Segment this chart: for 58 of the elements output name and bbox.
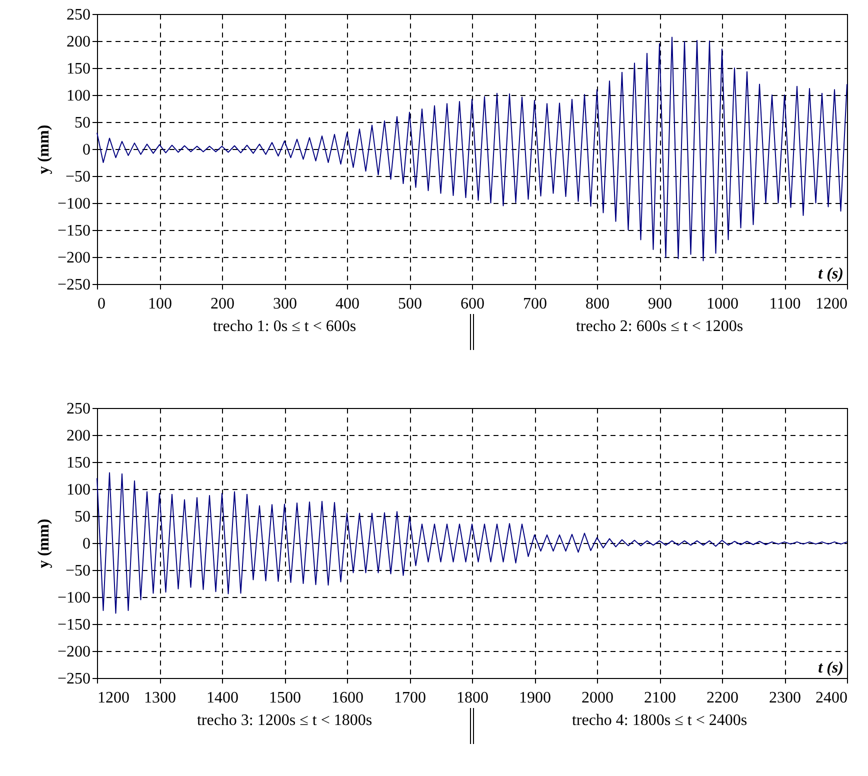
x-tick-label: 2300 <box>769 690 801 706</box>
y-tick-label: −250 <box>57 276 90 294</box>
x-tick-label: 800 <box>586 296 610 312</box>
y-tick-label: −200 <box>57 250 90 266</box>
y-tick-label: −250 <box>57 670 90 688</box>
x-tick-label: 1600 <box>332 690 364 706</box>
x-tick-label: 1200 <box>98 690 130 706</box>
x-tick-label: 600 <box>460 296 484 312</box>
x-tick-label: 0 <box>98 296 106 312</box>
y-tick-label: −50 <box>65 168 90 186</box>
x-tick-label: 500 <box>398 296 422 312</box>
x-tick-label: 1500 <box>269 690 301 706</box>
text: trecho 3: 1200s ≤ t < 1800s <box>196 712 372 730</box>
y-tick-label: 0 <box>82 536 90 552</box>
y-tick-label: 100 <box>66 482 90 498</box>
y-tick-label: −100 <box>57 590 90 606</box>
y-tick-label: −150 <box>57 222 90 240</box>
y-tick-label: 250 <box>66 400 90 418</box>
y-tick-label: −200 <box>57 644 90 660</box>
y-tick-label: −100 <box>57 196 90 212</box>
x-tick-label: 1000 <box>706 296 738 312</box>
x-tick-label: 1900 <box>519 690 551 706</box>
y-tick-label: 200 <box>66 428 90 444</box>
text: trecho 2: 600s ≤ t < 1200s <box>576 318 744 336</box>
y-tick-label: 50 <box>74 508 90 526</box>
text: trecho 4: 1800s ≤ t < 2400s <box>572 712 748 730</box>
x-tick-label: 900 <box>648 296 672 312</box>
y-tick-label: 150 <box>66 454 90 472</box>
x-tick-label: 400 <box>336 296 360 312</box>
x-tick-label: 1100 <box>769 296 801 312</box>
x-tick-label: 100 <box>148 296 172 312</box>
y-tick-label: 0 <box>82 142 90 158</box>
x-tick-label: 2000 <box>582 690 614 706</box>
x-tick-label: 2400 <box>816 690 848 706</box>
x-tick-label: 2200 <box>706 690 738 706</box>
x-tick-label: 1300 <box>144 690 176 706</box>
y-tick-label: 150 <box>66 60 90 78</box>
x-tick-label: 300 <box>273 296 297 312</box>
y-tick-label: 100 <box>66 88 90 104</box>
x-tick-label: 1400 <box>206 690 238 706</box>
line-series <box>96 36 848 262</box>
y-axis-title: y (mm) <box>35 518 52 568</box>
x-tick-label: 1800 <box>456 690 488 706</box>
y-tick-label: 250 <box>66 6 90 24</box>
x-tick-label: 700 <box>523 296 547 312</box>
x-tick-label: 200 <box>210 296 234 312</box>
x-tick-label: 1200 <box>816 296 848 312</box>
x-axis-title: t (s) <box>818 660 844 676</box>
x-tick-label: 2100 <box>644 690 676 706</box>
y-tick-label: −150 <box>57 616 90 634</box>
text: trecho 1: 0s ≤ t < 600s <box>212 318 356 336</box>
x-axis-title: t (s) <box>818 266 844 282</box>
x-tick-label: 1700 <box>394 690 426 706</box>
line-series <box>96 472 848 614</box>
y-tick-label: −50 <box>65 562 90 580</box>
y-tick-label: 200 <box>66 34 90 50</box>
y-axis-title: y (mm) <box>35 124 52 174</box>
y-tick-label: 50 <box>74 114 90 132</box>
